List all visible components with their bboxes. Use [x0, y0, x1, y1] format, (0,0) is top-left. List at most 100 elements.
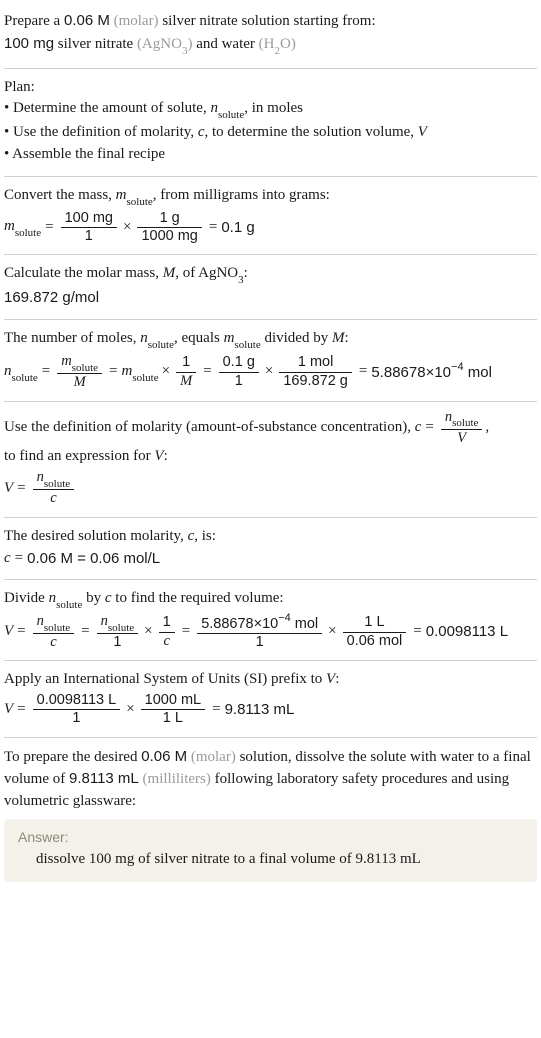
t: solute: [72, 362, 98, 374]
nmoles-text: The number of moles, nsolute, equals mso…: [4, 328, 537, 352]
t: :: [244, 265, 248, 281]
t: (H: [259, 36, 275, 52]
t: The number of moles,: [4, 330, 140, 346]
t: solute: [56, 599, 82, 611]
t: mol: [464, 364, 492, 381]
eq: =: [45, 218, 53, 238]
plan-title: Plan:: [4, 77, 537, 99]
plan-item-1: • Determine the amount of solute, nsolut…: [4, 98, 537, 122]
t: Apply an International System of Units (…: [4, 671, 326, 687]
lhs: nsolute: [4, 362, 38, 383]
t: ×: [254, 616, 262, 632]
t: 0.06 M: [141, 748, 187, 765]
t: • Determine the amount of solute,: [4, 100, 210, 116]
frac: 5.88678×10−4 mol1: [197, 614, 322, 650]
t: (milliliters): [139, 771, 215, 787]
defc-equation: V = nsolutec: [4, 470, 537, 507]
var-V: V: [326, 671, 335, 687]
t: n: [37, 613, 44, 629]
answer-label: Answer:: [18, 829, 523, 845]
t: m: [4, 218, 15, 234]
section-molar-mass: Calculate the molar mass, M, of AgNO3: 1…: [4, 255, 537, 320]
t: solute: [108, 622, 134, 634]
eq: =: [42, 362, 50, 382]
section-plan: Plan: • Determine the amount of solute, …: [4, 69, 537, 177]
eq: =: [17, 700, 25, 720]
t: 0.1 g: [219, 355, 259, 372]
t: 10: [434, 364, 451, 381]
t: n: [37, 469, 44, 485]
section-cvalue: The desired solution molarity, c, is: c …: [4, 518, 537, 580]
t: msolute: [57, 354, 102, 374]
eq: =: [209, 218, 217, 238]
t: Use the definition of molarity (amount-o…: [4, 417, 411, 439]
t: Convert the mass,: [4, 187, 116, 203]
frac: 0.1 g1: [219, 355, 259, 388]
t: , equals: [174, 330, 224, 346]
cvalue-equation: c = 0.06 M = 0.06 mol/L: [4, 549, 537, 569]
intro-line-2: 100 mg silver nitrate (AgNO3) and water …: [4, 33, 537, 58]
t: solute: [452, 417, 478, 429]
t: :: [164, 448, 168, 464]
formula-h2o: (H2O): [259, 36, 296, 52]
var-c: c: [415, 417, 422, 439]
t: solute: [15, 227, 41, 239]
t: ,: [485, 417, 489, 439]
t: m: [121, 363, 132, 379]
cvalue-text: The desired solution molarity, c, is:: [4, 526, 537, 548]
t: (molar): [187, 749, 239, 765]
t: , from milligrams into grams:: [153, 187, 330, 203]
t: 0.06 mol: [343, 633, 407, 649]
t: 1: [97, 634, 139, 650]
t: , of: [175, 265, 198, 281]
t: to find an expression for: [4, 448, 154, 464]
section-intro: Prepare a 0.06 M (molar) silver nitrate …: [4, 2, 537, 69]
t: Divide: [4, 590, 49, 606]
eq: =: [182, 622, 190, 642]
t: 1 L: [343, 615, 407, 632]
times: ×: [123, 218, 131, 238]
section-final: To prepare the desired 0.06 M (molar) so…: [4, 738, 537, 892]
t: c: [50, 490, 56, 506]
result: 0.1 g: [221, 218, 254, 238]
answer-text: dissolve 100 mg of silver nitrate to a f…: [18, 851, 523, 868]
t: n: [4, 363, 12, 379]
t: , in moles: [244, 100, 303, 116]
molar-mass-value: 169.872 g/mol: [4, 287, 537, 309]
t: (AgNO: [137, 36, 182, 52]
frac: 1c: [159, 615, 175, 648]
eq: =: [109, 362, 117, 382]
times: ×: [126, 700, 134, 720]
times: ×: [328, 622, 336, 642]
t: 1 g: [137, 211, 201, 228]
t: M: [332, 330, 345, 346]
eq: =: [359, 362, 367, 382]
molar-label: (molar): [110, 13, 162, 29]
t: c: [50, 634, 56, 650]
t: 3: [238, 274, 244, 286]
sub: solute: [218, 109, 244, 121]
t: 100 mg: [61, 211, 117, 228]
si-text: Apply an International System of Units (…: [4, 669, 537, 691]
t: solute: [132, 372, 158, 384]
frac: 1 L0.06 mol: [343, 615, 407, 648]
t: −4: [451, 361, 464, 373]
conc-value: 0.06 M: [64, 12, 110, 29]
t: 10: [262, 616, 278, 632]
t: solute: [44, 478, 70, 490]
var-V: V: [154, 448, 163, 464]
eq: =: [81, 622, 89, 642]
t: • Use the definition of molarity,: [4, 124, 198, 140]
t: 1: [176, 355, 196, 372]
t: −4: [278, 612, 291, 624]
t: 1: [33, 710, 121, 726]
t: solute: [12, 372, 38, 384]
t: 169.872 g: [279, 373, 352, 389]
t: 2: [274, 45, 280, 57]
lhs: msolute: [4, 217, 41, 238]
t: , is:: [194, 528, 216, 544]
eq: =: [425, 417, 433, 439]
eq: =: [203, 362, 211, 382]
times: ×: [144, 622, 152, 642]
section-defc: Use the definition of molarity (amount-o…: [4, 402, 537, 518]
